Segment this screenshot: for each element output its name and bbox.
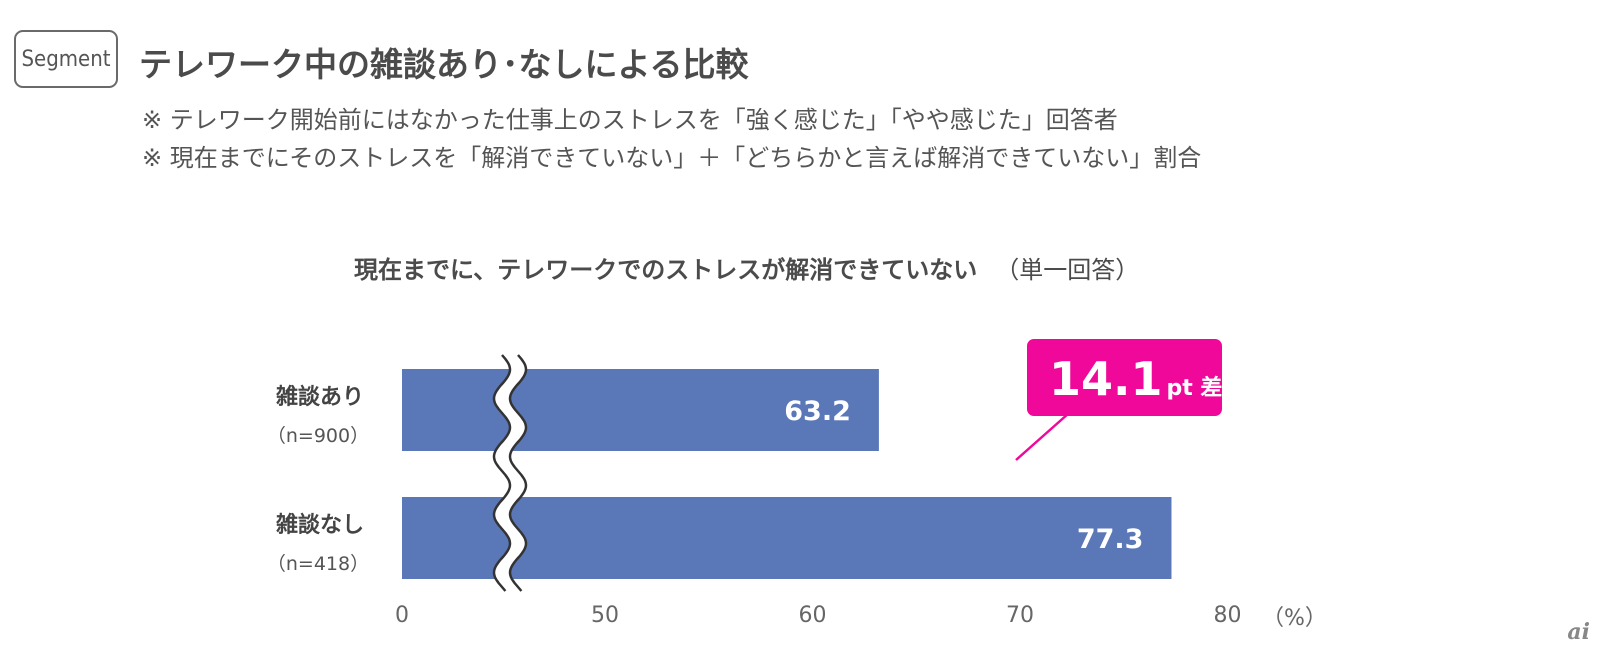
note-respondents: ※ テレワーク開始前にはなかった仕事上のストレスを「強く感じた」「やや感じた」回… <box>142 106 1118 134</box>
x-tick-label: 60 <box>799 603 827 628</box>
sample-size-label: （n=900） <box>267 425 369 447</box>
bar <box>402 369 879 451</box>
chart-title-main: 現在までに、テレワークでのストレスが解消できていない <box>354 256 978 284</box>
axis-break-line <box>492 354 512 592</box>
x-tick-label: 70 <box>1006 603 1034 628</box>
note-ratio: ※ 現在までにそのストレスを「解消できていない」＋「どちらかと言えば解消できてい… <box>142 144 1202 172</box>
category-label: 雑談なし <box>275 512 364 538</box>
sample-size-label: （n=418） <box>267 553 369 575</box>
ai-logo: ai <box>1567 619 1590 645</box>
x-tick-label: 0 <box>395 603 409 628</box>
chart-title: 現在までに、テレワークでのストレスが解消できていない （単一回答） <box>354 250 1139 285</box>
bar <box>402 497 1172 579</box>
page-title: テレワーク中の雑談あり･なしによる比較 <box>139 45 749 84</box>
data-label: 63.2 <box>784 396 851 427</box>
chart-title-sub: （単一回答） <box>995 256 1140 284</box>
callout-value: 14.1 pt 差 <box>1049 352 1222 406</box>
callout-unit: pt 差 <box>1167 375 1223 401</box>
x-axis-unit: （%） <box>1262 606 1327 631</box>
axis-break-line <box>508 354 528 592</box>
category-label: 雑談あり <box>275 384 364 410</box>
x-tick-label: 50 <box>591 603 619 628</box>
x-tick-label: 80 <box>1214 603 1242 628</box>
data-label: 77.3 <box>1077 524 1144 555</box>
callout-number: 14.1 <box>1049 352 1163 406</box>
segment-badge: Segment <box>14 30 118 88</box>
callout-box <box>1027 339 1222 416</box>
